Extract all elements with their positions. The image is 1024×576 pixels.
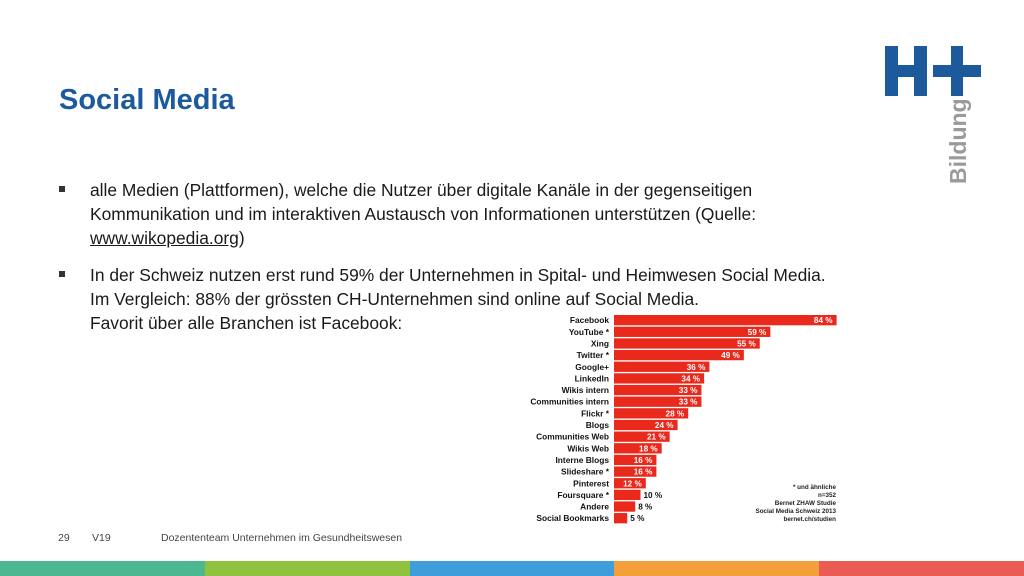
hplus-bildung-logo: Bildung bbox=[885, 46, 981, 184]
category-label: Wikis intern bbox=[562, 385, 609, 395]
bullet-line: Favorit über alle Branchen ist Facebook: bbox=[90, 313, 403, 333]
value-label: 8 % bbox=[638, 503, 653, 512]
footer-page-number: 29 bbox=[58, 532, 70, 544]
value-label: 10 % bbox=[644, 491, 663, 500]
bar bbox=[614, 338, 760, 349]
bullet-square-icon bbox=[59, 271, 65, 277]
bullet-line: alle Medien (Plattformen), welche die Nu… bbox=[90, 180, 753, 200]
category-label: Social Bookmarks bbox=[536, 513, 609, 523]
category-label: Blogs bbox=[586, 420, 610, 430]
value-label: 59 % bbox=[748, 328, 767, 337]
bar bbox=[614, 315, 837, 326]
category-label: Twitter * bbox=[577, 350, 610, 360]
bar bbox=[614, 443, 662, 454]
link-suffix: ) bbox=[238, 228, 245, 248]
color-bar-segment bbox=[409, 561, 615, 576]
note-line: n=352 bbox=[817, 492, 836, 499]
value-label: 28 % bbox=[666, 409, 685, 418]
value-label: 16 % bbox=[634, 468, 653, 477]
value-label: 84 % bbox=[814, 316, 833, 325]
category-label: Flickr * bbox=[581, 408, 610, 418]
category-label: Facebook bbox=[570, 315, 609, 325]
color-bar-segment bbox=[614, 561, 820, 576]
note-line: * und ähnliche bbox=[792, 484, 836, 491]
color-bar-segment bbox=[204, 561, 410, 576]
value-label: 24 % bbox=[655, 421, 674, 430]
chart-notes: * und ähnliche n=352 Bernet ZHAW Studie … bbox=[736, 484, 837, 524]
bar bbox=[614, 419, 678, 431]
note-line: bernet.ch/studien bbox=[783, 516, 836, 523]
category-label: Google+ bbox=[575, 362, 609, 372]
value-label: 21 % bbox=[647, 433, 666, 442]
note-line: Social Media Schweiz 2013 bbox=[755, 508, 837, 515]
category-label: Wikis Web bbox=[567, 443, 609, 453]
bullet-list: alle Medien (Plattformen), welche die Nu… bbox=[59, 178, 929, 348]
source-link[interactable]: www.wikopedia.org bbox=[90, 228, 239, 248]
category-label: Xing bbox=[591, 338, 609, 348]
bar bbox=[614, 454, 657, 466]
bar bbox=[614, 361, 710, 372]
bullet-line: Im Vergleich: 88% der grössten CH-Untern… bbox=[90, 289, 699, 309]
bar bbox=[614, 431, 670, 442]
social-media-usage-chart: Facebook 84 % YouTube * 59 % Xing 55 % Twitter… bbox=[530, 315, 837, 524]
bar bbox=[614, 466, 657, 477]
bullet-square-icon bbox=[59, 186, 65, 192]
bar bbox=[614, 384, 702, 396]
logo-bildung-text: Bildung bbox=[945, 98, 971, 184]
category-label: Foursquare * bbox=[557, 490, 609, 500]
slide-title: Social Media bbox=[59, 84, 235, 116]
value-label: 33 % bbox=[679, 386, 698, 395]
value-label: 34 % bbox=[681, 374, 700, 383]
value-label: 12 % bbox=[623, 479, 642, 488]
footer-team: Dozententeam Unternehmen im Gesundheitsw… bbox=[161, 532, 403, 544]
bar bbox=[614, 408, 689, 419]
value-label: 16 % bbox=[634, 456, 653, 465]
category-label: Interne Blogs bbox=[555, 455, 609, 465]
category-label: LinkedIn bbox=[575, 373, 609, 383]
bar bbox=[614, 396, 702, 407]
bar bbox=[614, 478, 646, 489]
value-label: 5 % bbox=[630, 514, 645, 523]
bar bbox=[614, 501, 636, 512]
bullet-item-definition: alle Medien (Plattformen), welche die Nu… bbox=[59, 178, 929, 250]
category-label: Andere bbox=[580, 502, 609, 512]
bar bbox=[614, 489, 641, 501]
value-label: 36 % bbox=[687, 363, 706, 372]
category-label: Pinterest bbox=[573, 478, 609, 488]
category-label: Communities Web bbox=[536, 432, 609, 442]
category-label: Slideshare * bbox=[561, 467, 610, 477]
bar bbox=[614, 373, 705, 384]
bullet-line: In der Schweiz nutzen erst rund 59% der … bbox=[90, 265, 826, 285]
hplus-logo-icon bbox=[885, 46, 981, 96]
category-label: YouTube * bbox=[569, 327, 610, 337]
footer-version: V19 bbox=[92, 532, 111, 544]
bullet-line: Kommunikation und im interaktiven Austau… bbox=[90, 204, 757, 224]
footer-color-bar bbox=[0, 561, 1024, 576]
bullet-item-switzerland: In der Schweiz nutzen erst rund 59% der … bbox=[59, 263, 929, 335]
bar bbox=[614, 513, 628, 524]
bullet-line-link: www.wikopedia.org) bbox=[90, 226, 929, 250]
note-line: Bernet ZHAW Studie bbox=[774, 500, 836, 507]
value-label: 18 % bbox=[639, 444, 658, 453]
value-label: 33 % bbox=[679, 398, 698, 407]
bar bbox=[614, 326, 771, 337]
color-bar-segment bbox=[0, 561, 205, 576]
category-label: Communities intern bbox=[530, 397, 609, 407]
value-label: 55 % bbox=[737, 339, 756, 348]
value-label: 49 % bbox=[721, 351, 740, 360]
bar bbox=[614, 349, 744, 361]
color-bar-segment bbox=[819, 561, 1024, 576]
